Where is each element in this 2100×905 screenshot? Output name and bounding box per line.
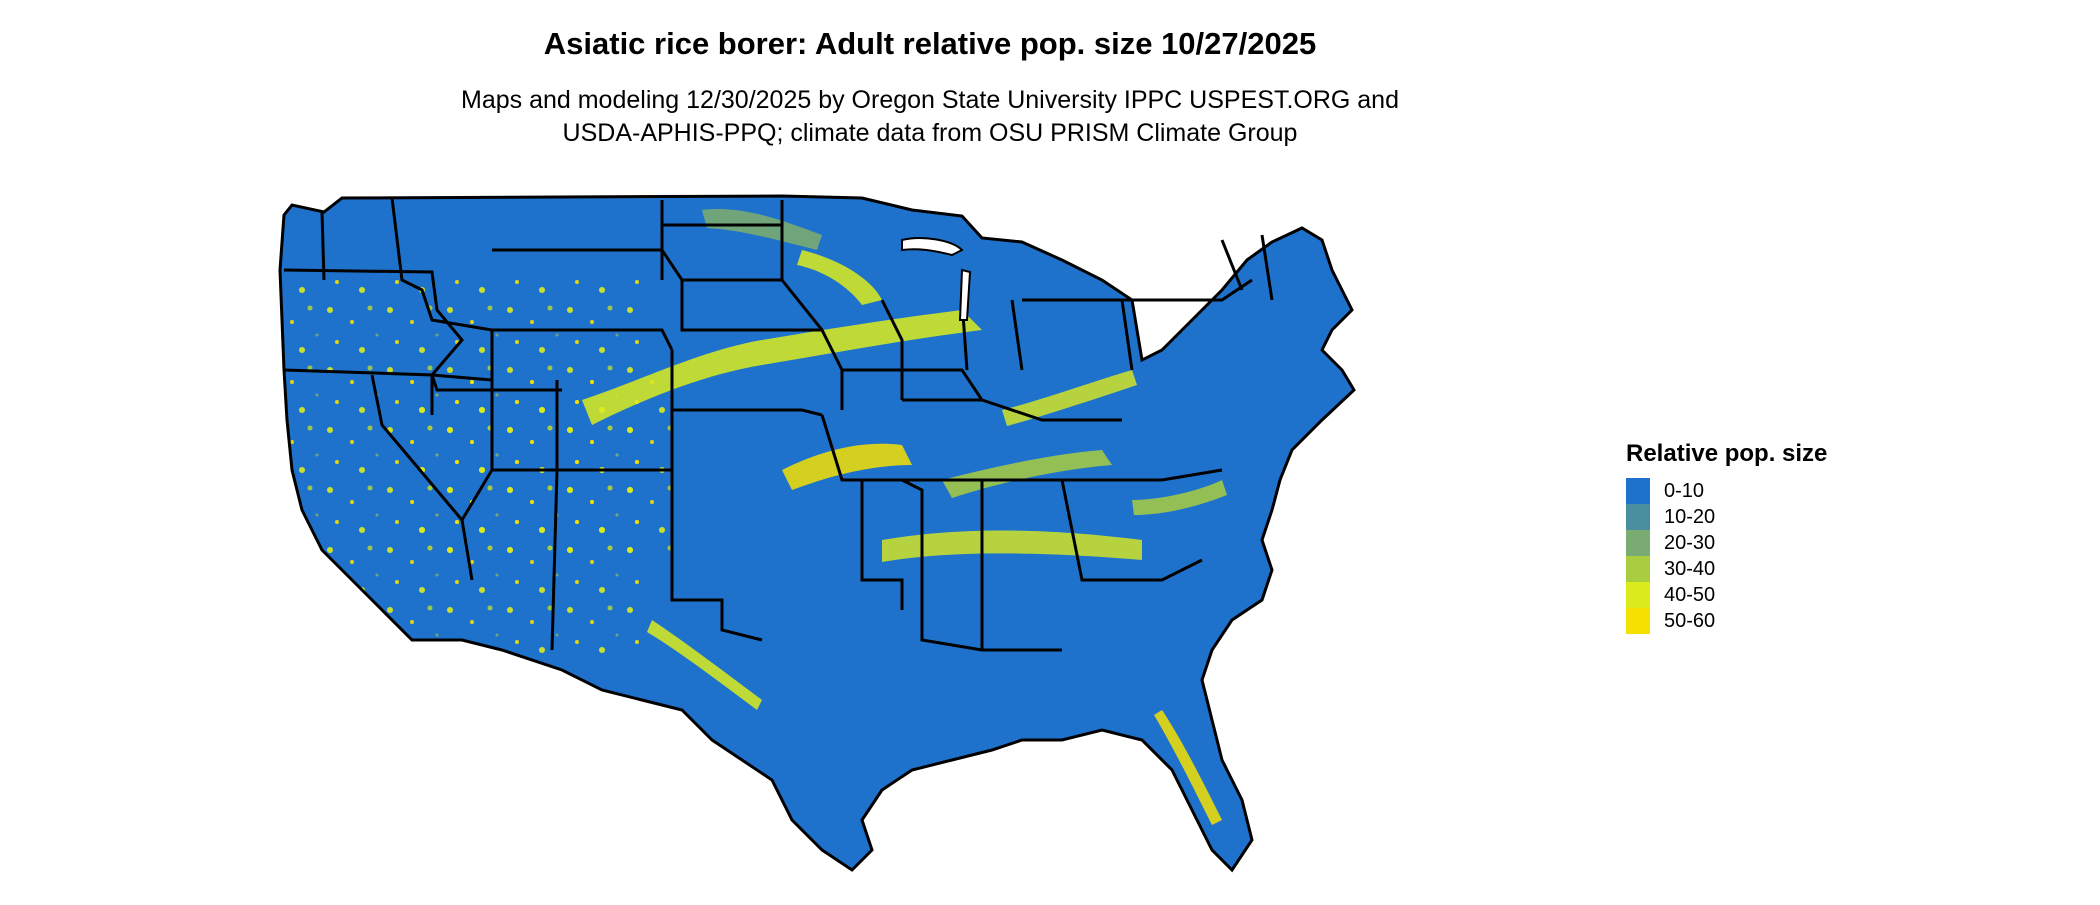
mo-border	[842, 368, 984, 401]
legend-item: 50-60	[1626, 608, 1827, 634]
legend-item: 10-20	[1626, 504, 1827, 530]
co-ks-border	[672, 408, 823, 417]
legend-items: 0-10 10-20 20-30 30-40 40-50 50-60	[1626, 478, 1827, 634]
appalachian-zone	[1002, 370, 1137, 426]
legend-item: 40-50	[1626, 582, 1827, 608]
lake-michigan	[958, 268, 972, 321]
us-map-svg	[278, 194, 1356, 872]
al-border	[980, 480, 1062, 652]
ca-nv-border	[370, 374, 474, 581]
ga-fl-border	[1060, 479, 1203, 582]
legend-title: Relative pop. size	[1626, 440, 1828, 467]
tn-nc-border	[962, 468, 1223, 482]
legend-label: 10-20	[1664, 505, 1716, 528]
legend-label: 20-30	[1664, 531, 1716, 554]
tennessee-band	[942, 450, 1112, 498]
us-map	[262, 180, 1592, 900]
subtitle-line-1: Maps and modeling 12/30/2025 by Oregon S…	[461, 86, 1399, 114]
ne-border	[680, 280, 822, 332]
or-ca-nv-border	[283, 368, 562, 392]
north-dakota-zone	[702, 209, 822, 250]
legend-item: 30-40	[1626, 556, 1827, 582]
legend-swatch	[1626, 504, 1650, 530]
legend-item: 0-10	[1626, 478, 1827, 504]
legend: Relative pop. size 0-10 10-20 20-30 30-40 40…	[1626, 440, 1827, 634]
map-title: Asiatic rice borer: Adult relative pop. …	[543, 26, 1317, 61]
ok-ar-border	[820, 414, 962, 482]
wa-id-border	[320, 211, 326, 281]
co-nm-tx-border	[670, 350, 763, 642]
id-nv-border	[431, 373, 493, 382]
legend-swatch	[1626, 582, 1650, 608]
legend-label: 30-40	[1664, 557, 1716, 580]
ut-co-nm-border	[550, 380, 559, 651]
carolina-zone	[1132, 480, 1227, 515]
upper-midwest-zone	[797, 250, 882, 305]
lake-superior	[901, 237, 964, 257]
ms-border	[901, 478, 983, 652]
id-mt-border	[390, 197, 494, 380]
in-oh-border	[1010, 299, 1024, 371]
legend-swatch	[1626, 478, 1650, 504]
legend-label: 40-50	[1664, 583, 1716, 606]
map-subtitle: Maps and modeling 12/30/2025 by Oregon S…	[0, 84, 1860, 150]
ar-la-border	[860, 480, 904, 610]
southern-plains-band	[782, 443, 912, 490]
central-plains-band	[582, 310, 982, 425]
wy-south-border	[492, 328, 674, 351]
legend-item: 20-30	[1626, 530, 1827, 556]
texas-zone	[647, 620, 762, 710]
vt-nh-border	[1220, 239, 1244, 291]
legend-label: 0-10	[1664, 479, 1705, 502]
wi-il-border	[880, 299, 904, 400]
mt-wy-border	[492, 248, 782, 282]
state-borders	[283, 197, 1274, 652]
nh-me-border	[1260, 234, 1274, 301]
legend-swatch	[1626, 556, 1650, 582]
legend-swatch	[1626, 608, 1650, 634]
legend-swatch	[1626, 530, 1650, 556]
wa-or-border	[283, 268, 464, 415]
florida-zone	[1154, 710, 1222, 825]
ky-va-border	[902, 398, 1122, 422]
legend-label: 50-60	[1664, 609, 1716, 632]
subtitle-line-2: USDA-APHIS-PPQ; climate data from OSU PR…	[562, 119, 1298, 147]
